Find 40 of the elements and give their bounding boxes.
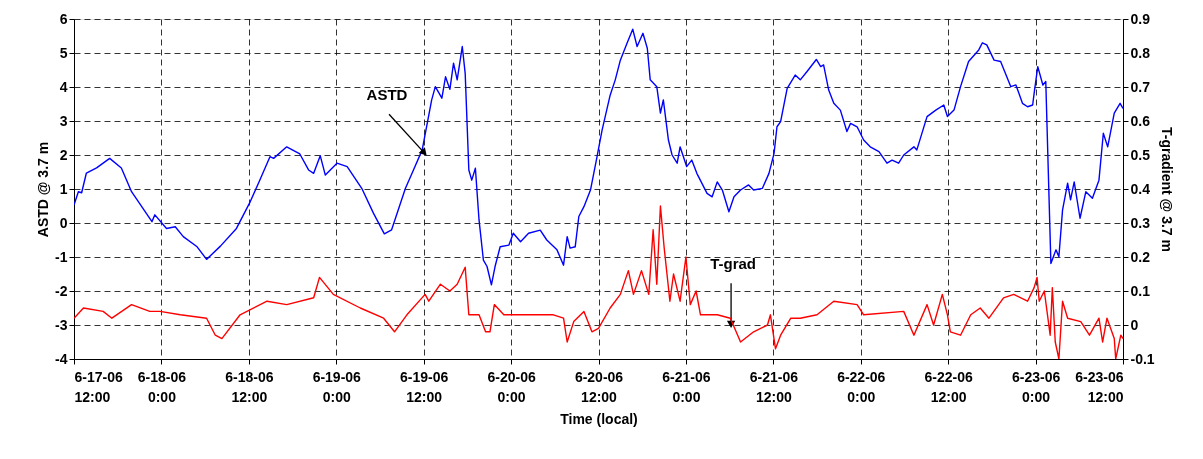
x-tick-label: 6-22-06 12:00 bbox=[924, 368, 973, 405]
x-tick-label: 6-22-06 0:00 bbox=[837, 368, 886, 405]
y-tick-label: 4 bbox=[59, 78, 68, 95]
x-axis-title: Time (local) bbox=[560, 410, 638, 427]
y-tick-label: 2 bbox=[59, 146, 68, 163]
y-tick-label: -1 bbox=[55, 248, 68, 265]
y2-axis-title: T-gradient @ 3.7 m bbox=[1158, 127, 1175, 252]
x-tick-label: 6-19-06 12:00 bbox=[400, 368, 449, 405]
x-tick-label: 6-20-06 12:00 bbox=[574, 368, 624, 405]
x-tick-label: 6-20-06 0:00 bbox=[487, 368, 536, 405]
y-tick-label: 6 bbox=[59, 10, 68, 27]
x-tick-label: 6-19-06 0:00 bbox=[312, 368, 362, 405]
x-tick-label: 6-23-06 0:00 bbox=[1011, 368, 1061, 405]
x-tick-label: 6-17-06 12:00 bbox=[74, 368, 123, 405]
x-tick-label: 6-21-06 12:00 bbox=[749, 368, 799, 405]
y2-tick-label: 0.9 bbox=[1130, 10, 1151, 27]
y2-tick-label: 0.1 bbox=[1130, 282, 1151, 299]
y-tick-label: 5 bbox=[59, 44, 68, 61]
y2-tick-label: 0.4 bbox=[1130, 180, 1151, 197]
annotation: ASTD bbox=[366, 86, 408, 104]
y2-tick-label: -0.1 bbox=[1130, 350, 1155, 367]
y-tick-label: 3 bbox=[59, 112, 68, 129]
y-tick-label: -3 bbox=[55, 316, 68, 333]
y2-tick-label: 0.6 bbox=[1130, 112, 1151, 129]
annotation: T-grad bbox=[710, 255, 756, 273]
x-tick-label: 6-18-06 12:00 bbox=[225, 368, 274, 405]
y2-tick-label: 0.7 bbox=[1130, 78, 1151, 95]
y-tick-label: 0 bbox=[59, 214, 68, 231]
y2-tick-label: 0.5 bbox=[1130, 146, 1151, 163]
y-axis-title: ASTD @ 3.7 m bbox=[35, 141, 52, 238]
x-tick-label: 6-23-06 12:00 bbox=[1075, 368, 1124, 405]
y2-tick-label: 0.3 bbox=[1130, 214, 1151, 231]
y-tick-label: 1 bbox=[59, 180, 68, 197]
y2-tick-label: 0.8 bbox=[1130, 44, 1151, 61]
x-tick-label: 6-18-06 0:00 bbox=[137, 368, 187, 405]
y2-tick-label: 0 bbox=[1130, 316, 1139, 333]
x-tick-label: 6-21-06 0:00 bbox=[662, 368, 711, 405]
y-tick-label: -2 bbox=[55, 282, 68, 299]
y-tick-label: -4 bbox=[55, 350, 68, 367]
y2-tick-label: 0.2 bbox=[1130, 248, 1151, 265]
